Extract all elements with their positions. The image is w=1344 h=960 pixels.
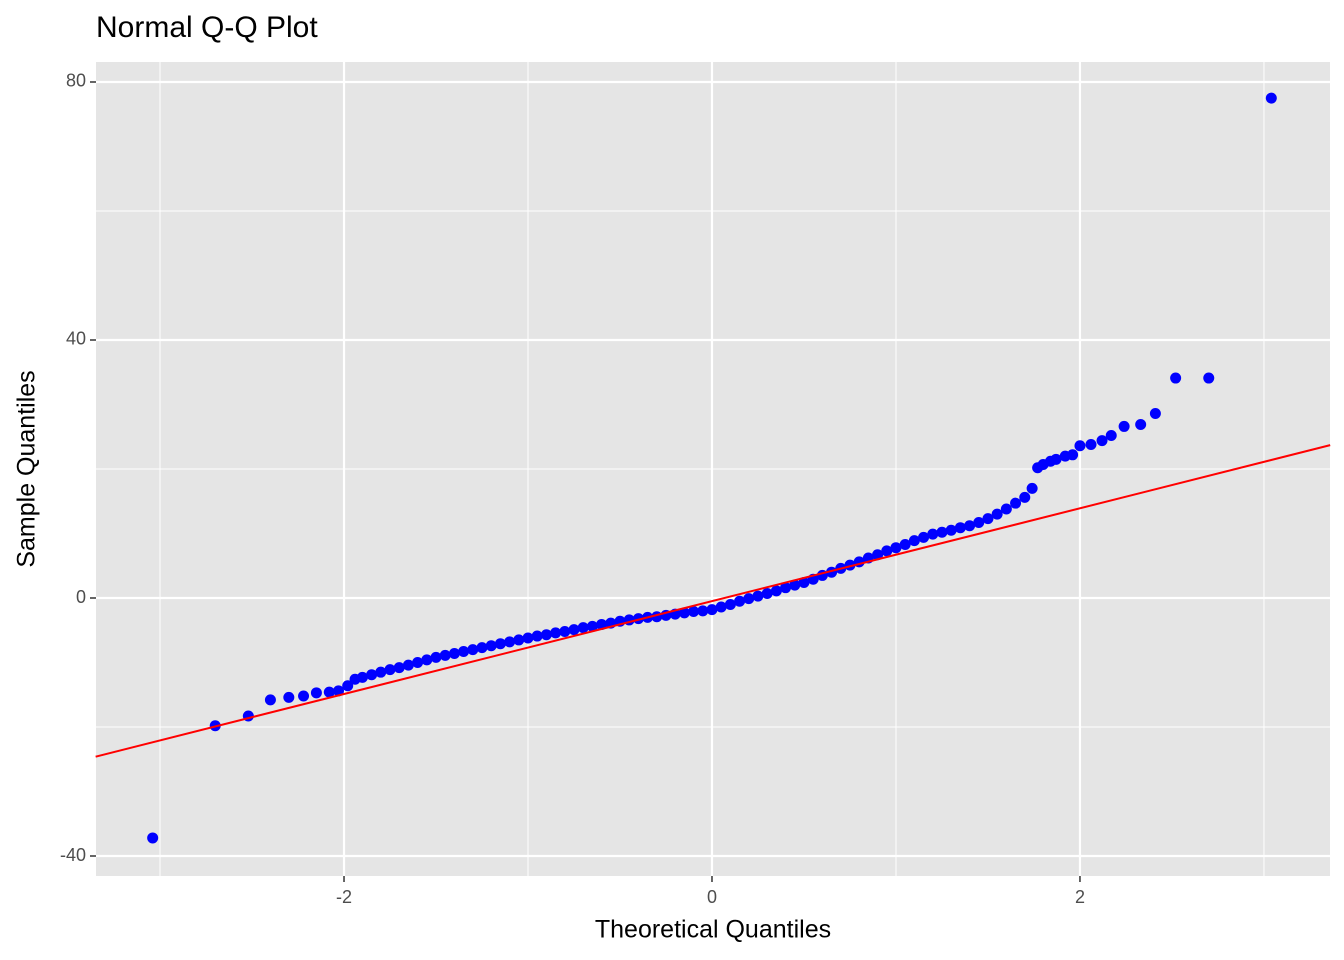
point [342, 680, 354, 692]
point [1170, 372, 1182, 384]
point [332, 685, 344, 697]
x-tick-label: -2 [336, 887, 352, 907]
point [1074, 440, 1086, 452]
point [752, 590, 764, 602]
point [384, 664, 396, 676]
point [954, 522, 966, 534]
y-tick-label: 40 [66, 329, 86, 349]
point [1118, 420, 1130, 432]
point [494, 638, 506, 650]
point [678, 607, 690, 619]
point [393, 662, 405, 674]
point [697, 605, 709, 617]
point [770, 585, 782, 597]
point [927, 528, 939, 540]
point [356, 671, 368, 683]
point [531, 630, 543, 642]
x-tick-label: 0 [707, 887, 717, 907]
point [504, 636, 516, 648]
point [1026, 482, 1038, 494]
point [798, 577, 810, 589]
point [1019, 491, 1031, 503]
point [458, 646, 470, 658]
point [540, 629, 552, 641]
point [715, 601, 727, 613]
point [1149, 408, 1161, 420]
point [310, 687, 322, 699]
point [586, 620, 598, 632]
point [734, 595, 746, 607]
y-tick-label: 80 [66, 71, 86, 91]
y-tick-label: -40 [60, 845, 86, 865]
x-tick-label: 2 [1075, 887, 1085, 907]
point [688, 606, 700, 618]
x-axis-title: Theoretical Quantiles [595, 916, 831, 944]
point [918, 531, 930, 543]
point [559, 626, 571, 638]
point [780, 582, 792, 594]
point [982, 513, 994, 525]
point [789, 579, 801, 591]
point [323, 686, 335, 698]
point [439, 649, 451, 661]
point [568, 624, 580, 636]
point [596, 618, 608, 630]
reference-line [95, 444, 1331, 758]
point [412, 657, 424, 669]
point [973, 517, 985, 529]
point [1203, 372, 1215, 384]
y-tick-label: 0 [76, 587, 86, 607]
point [550, 627, 562, 639]
point [577, 622, 589, 634]
point [724, 598, 736, 610]
point [1265, 92, 1277, 104]
point [298, 690, 310, 702]
point [908, 535, 920, 547]
point [1105, 429, 1117, 441]
point [448, 647, 460, 659]
point [1096, 435, 1108, 447]
point [402, 659, 414, 671]
point [1135, 418, 1147, 430]
point [881, 545, 893, 557]
point [991, 508, 1003, 520]
point [706, 604, 718, 616]
y-axis-title: Sample Quantiles [13, 370, 41, 567]
point [513, 634, 525, 646]
point [743, 593, 755, 605]
point [283, 691, 295, 703]
point [1050, 453, 1062, 465]
point [1010, 497, 1022, 509]
point [761, 587, 773, 599]
point [421, 654, 433, 666]
point [522, 632, 534, 644]
point [1067, 449, 1079, 461]
point [467, 644, 479, 656]
point [430, 651, 442, 663]
point [375, 666, 387, 678]
point [890, 542, 902, 554]
point [964, 520, 976, 532]
point [936, 526, 948, 538]
point [476, 642, 488, 654]
point [264, 694, 276, 706]
point [366, 669, 378, 681]
point [872, 549, 884, 561]
point [1085, 438, 1097, 450]
point [147, 832, 159, 844]
point [899, 538, 911, 550]
point [1000, 503, 1012, 515]
point [485, 640, 497, 652]
point [945, 524, 957, 536]
chart-title: Normal Q-Q Plot [96, 11, 318, 44]
